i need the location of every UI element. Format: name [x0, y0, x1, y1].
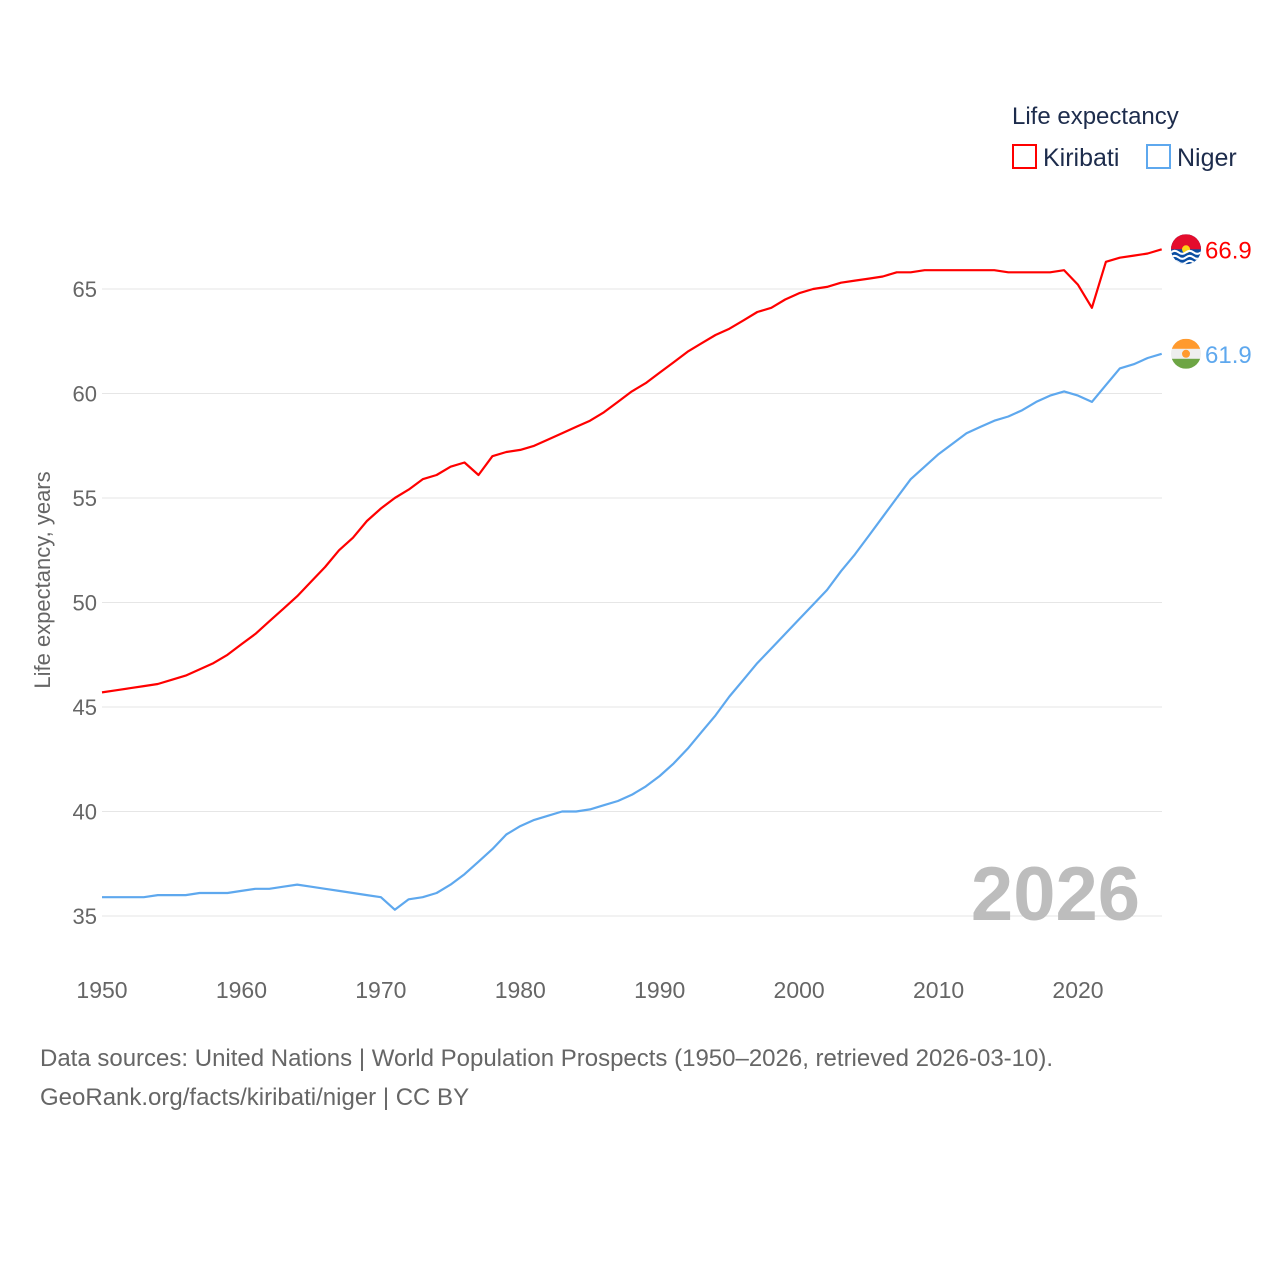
legend-swatch-niger	[1146, 144, 1171, 169]
legend-swatch-kiribati	[1012, 144, 1037, 169]
legend-label-kiribati: Kiribati	[1043, 144, 1119, 172]
legend-title: Life expectancy	[1012, 103, 1179, 130]
x-tick-label: 1990	[634, 977, 685, 1003]
y-tick-label: 45	[73, 695, 97, 720]
x-tick-label: 1960	[216, 977, 267, 1003]
credit-link[interactable]: GeoRank.org/facts/kiribati/niger | CC BY	[40, 1084, 470, 1111]
y-tick-label: 50	[73, 591, 97, 616]
kiribati-flag-icon	[1171, 234, 1201, 265]
line-chart: 35 40 45 50 55 60 65 1950 1960 1970 1980 1990 2000 20…	[30, 103, 1252, 1003]
legend-label-niger: Niger	[1177, 144, 1237, 172]
end-label-niger: 61.9	[1205, 342, 1252, 369]
x-tick-label: 1970	[355, 977, 406, 1003]
niger-flag-icon	[1171, 338, 1201, 369]
end-label-kiribati: 66.9	[1205, 237, 1252, 264]
y-tick-label: 60	[73, 382, 97, 407]
series-line-niger	[102, 352, 1163, 911]
y-tick-label: 65	[73, 277, 97, 302]
y-tick-label: 40	[73, 800, 97, 825]
y-axis-label: Life expectancy, years	[30, 471, 55, 688]
y-tick-label: 35	[73, 904, 97, 929]
y-tick-label: 55	[73, 486, 97, 511]
x-tick-label: 1950	[76, 977, 127, 1003]
data-sources-note: Data sources: United Nations | World Pop…	[40, 1045, 1054, 1072]
x-tick-label: 2020	[1052, 977, 1103, 1003]
x-tick-label: 2010	[913, 977, 964, 1003]
x-tick-label: 2000	[774, 977, 825, 1003]
series-line-kiribati	[101, 248, 1163, 694]
x-tick-label: 1980	[495, 977, 546, 1003]
year-watermark: 2026	[971, 852, 1140, 937]
